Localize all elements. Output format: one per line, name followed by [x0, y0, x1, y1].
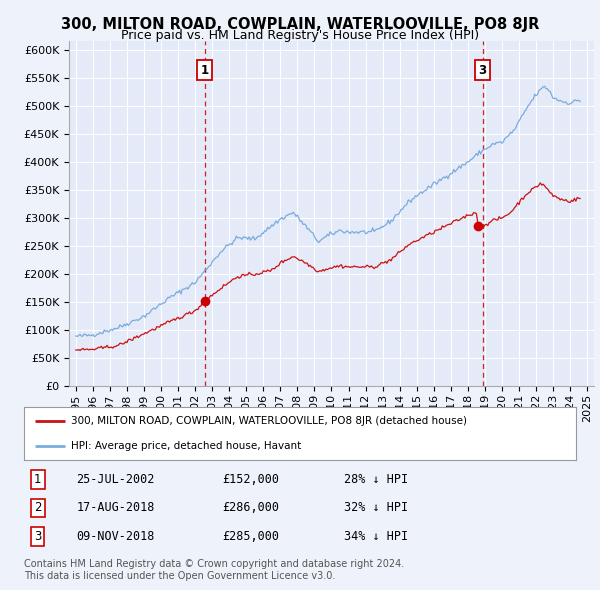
- Text: 2: 2: [34, 502, 41, 514]
- Text: This data is licensed under the Open Government Licence v3.0.: This data is licensed under the Open Gov…: [24, 571, 335, 581]
- Text: 28% ↓ HPI: 28% ↓ HPI: [344, 473, 408, 486]
- Text: 09-NOV-2018: 09-NOV-2018: [76, 530, 155, 543]
- Text: 3: 3: [479, 64, 487, 77]
- Text: 25-JUL-2002: 25-JUL-2002: [76, 473, 155, 486]
- Text: £152,000: £152,000: [223, 473, 280, 486]
- Text: 1: 1: [34, 473, 41, 486]
- Text: £286,000: £286,000: [223, 502, 280, 514]
- Text: 300, MILTON ROAD, COWPLAIN, WATERLOOVILLE, PO8 8JR: 300, MILTON ROAD, COWPLAIN, WATERLOOVILL…: [61, 17, 539, 31]
- Text: 34% ↓ HPI: 34% ↓ HPI: [344, 530, 408, 543]
- Text: 1: 1: [200, 64, 209, 77]
- Text: Contains HM Land Registry data © Crown copyright and database right 2024.: Contains HM Land Registry data © Crown c…: [24, 559, 404, 569]
- Text: 3: 3: [34, 530, 41, 543]
- Text: £285,000: £285,000: [223, 530, 280, 543]
- Text: 17-AUG-2018: 17-AUG-2018: [76, 502, 155, 514]
- Text: 300, MILTON ROAD, COWPLAIN, WATERLOOVILLE, PO8 8JR (detached house): 300, MILTON ROAD, COWPLAIN, WATERLOOVILL…: [71, 417, 467, 427]
- Text: Price paid vs. HM Land Registry's House Price Index (HPI): Price paid vs. HM Land Registry's House …: [121, 30, 479, 42]
- Text: HPI: Average price, detached house, Havant: HPI: Average price, detached house, Hava…: [71, 441, 301, 451]
- Text: 32% ↓ HPI: 32% ↓ HPI: [344, 502, 408, 514]
